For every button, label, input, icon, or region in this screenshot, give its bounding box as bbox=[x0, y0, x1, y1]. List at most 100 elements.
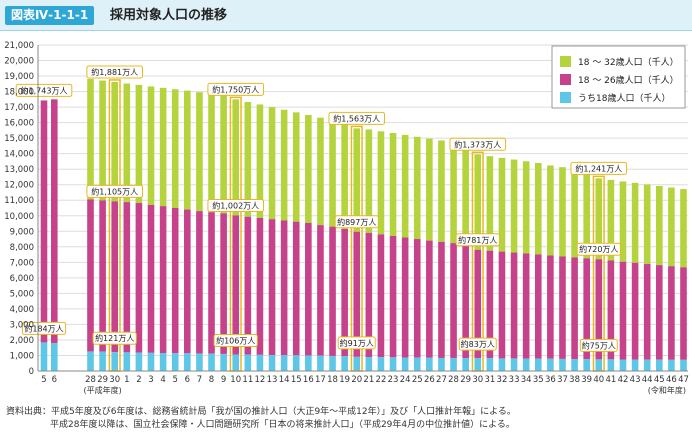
bar-segment-18-26 bbox=[317, 225, 324, 356]
bar-segment-18-32 bbox=[571, 168, 578, 258]
y-tick-label: 9,000 bbox=[10, 227, 34, 237]
annotation-18-26-label: 約781万人 bbox=[458, 235, 497, 245]
bar-segment-18 bbox=[196, 353, 203, 371]
bar-segment-18 bbox=[317, 355, 324, 371]
bar-segment-18 bbox=[208, 353, 215, 371]
bar-segment-18-26 bbox=[51, 99, 58, 344]
x-tick-label: 28 bbox=[85, 375, 96, 385]
bar-segment-18-26 bbox=[292, 221, 300, 356]
x-tick-label: 35 bbox=[533, 375, 544, 385]
annotation-total-label: 約1,743万人 bbox=[21, 85, 68, 95]
bar-segment-18 bbox=[680, 359, 687, 371]
x-tick-label: 2 bbox=[136, 375, 141, 385]
bar-segment-18 bbox=[51, 343, 58, 371]
bar-segment-18-32 bbox=[559, 167, 566, 257]
x-tick-label: 30 bbox=[109, 375, 120, 385]
bar-segment-18-26 bbox=[305, 222, 312, 356]
bar-segment-18 bbox=[111, 352, 119, 371]
bar-segment-18-32 bbox=[171, 89, 179, 208]
bar-segment-18-32 bbox=[135, 84, 143, 204]
bar-segment-18-26 bbox=[171, 208, 179, 354]
annotation-18-label: 約121万人 bbox=[95, 333, 134, 343]
bar-segment-18-32 bbox=[111, 81, 119, 202]
bar-segment-18-32 bbox=[413, 136, 421, 240]
annotation-18-label-box bbox=[21, 321, 67, 335]
x-tick-label: 29 bbox=[97, 375, 108, 385]
y-tick-label: 4,000 bbox=[10, 305, 34, 315]
bar-segment-18-26 bbox=[280, 220, 288, 356]
bar-segment-18-32 bbox=[87, 78, 94, 200]
y-tick-label: 16,000 bbox=[4, 119, 34, 129]
bar-segment-18 bbox=[510, 358, 518, 371]
bar-segment-18-26 bbox=[571, 257, 578, 360]
bar-segment-18-26 bbox=[184, 209, 191, 354]
bar-segment-18-32 bbox=[256, 104, 264, 218]
bar-segment-18-26 bbox=[534, 254, 542, 359]
bar-segment-18-26 bbox=[232, 215, 240, 355]
legend-swatch bbox=[560, 56, 571, 67]
bar-segment-18-26 bbox=[377, 234, 385, 358]
annotation-18-26-label: 約720万人 bbox=[579, 244, 618, 254]
bar-segment-18-26 bbox=[631, 262, 639, 360]
annotation-18-26-label-box bbox=[334, 215, 379, 229]
bar-segment-18-32 bbox=[510, 159, 518, 253]
annotation-18-26-label-box bbox=[455, 233, 500, 247]
bar-segment-18 bbox=[534, 358, 542, 371]
bar-segment-18 bbox=[147, 352, 155, 371]
bar-segment-18 bbox=[329, 355, 336, 371]
x-tick-label: 40 bbox=[593, 375, 604, 385]
bar-segment-18-32 bbox=[389, 133, 397, 236]
bar-segment-18-32 bbox=[462, 145, 469, 245]
bar-segment-18-32 bbox=[522, 161, 530, 254]
x-tick-label: 27 bbox=[436, 375, 447, 385]
bar-segment-18 bbox=[559, 358, 566, 371]
x-tick-label: 3 bbox=[148, 375, 153, 385]
annotation-total-label-box bbox=[570, 161, 628, 175]
bar-segment-18-32 bbox=[220, 94, 227, 214]
bar-segment-18-26 bbox=[159, 206, 167, 353]
x-tick-label: 1 bbox=[124, 375, 129, 385]
bar-segment-18-26 bbox=[438, 241, 445, 358]
bar-segment-18-26 bbox=[522, 253, 530, 359]
bar-segment-18-32 bbox=[401, 134, 409, 238]
bar-segment-18 bbox=[159, 352, 167, 371]
bar-segment-18-26 bbox=[668, 266, 675, 360]
bar-segment-18-32 bbox=[196, 92, 203, 212]
bar-segment-18-26 bbox=[208, 212, 215, 354]
bar-segment-18-32 bbox=[426, 138, 433, 241]
y-tick-label: 15,000 bbox=[4, 134, 34, 144]
bar-segment-18-26 bbox=[547, 255, 554, 359]
source-note: 資料出典：平成5年度及び6年度は、総務省統計局「我が国の推計人口（大正9年～平成… bbox=[6, 406, 688, 432]
annotation-total-label: 約1,563万人 bbox=[333, 113, 380, 123]
bar-segment-18 bbox=[292, 355, 300, 371]
annotation-total-label: 約1,750万人 bbox=[212, 84, 259, 94]
annotation-total-label: 約1,241万人 bbox=[575, 163, 622, 173]
bar-segment-18-26 bbox=[680, 267, 687, 360]
bar-segment-18 bbox=[631, 359, 639, 371]
bar-segment-18-32 bbox=[643, 184, 651, 265]
bar-segment-18 bbox=[571, 359, 578, 371]
bar-segment-18-32 bbox=[268, 107, 276, 220]
x-tick-label: 31 bbox=[484, 375, 495, 385]
bar-segment-18-32 bbox=[377, 131, 385, 235]
x-tick-label: 33 bbox=[509, 375, 520, 385]
bar-segment-18-26 bbox=[450, 243, 457, 358]
annotation-18-label-box bbox=[213, 334, 258, 348]
bar-segment-18-32 bbox=[292, 112, 300, 222]
bar-segment-18-26 bbox=[607, 260, 615, 360]
x-tick-label: 16 bbox=[303, 375, 314, 385]
legend-box bbox=[551, 45, 686, 109]
bar-segment-18 bbox=[595, 359, 603, 371]
bar-segment-18-32 bbox=[341, 122, 348, 229]
annotation-total-label-box bbox=[207, 82, 265, 96]
x-tick-label: 36 bbox=[545, 375, 556, 385]
annotation-18-label-box bbox=[92, 331, 137, 345]
x-tick-label: 11 bbox=[242, 375, 253, 385]
annotation-total-label: 約1,881万人 bbox=[91, 67, 138, 77]
legend-swatch bbox=[560, 74, 571, 85]
bar-segment-18-32 bbox=[365, 129, 373, 233]
bar-segment-18-32 bbox=[232, 99, 240, 216]
x-tick-label: 41 bbox=[605, 375, 616, 385]
bar-segment-18-26 bbox=[147, 204, 155, 353]
